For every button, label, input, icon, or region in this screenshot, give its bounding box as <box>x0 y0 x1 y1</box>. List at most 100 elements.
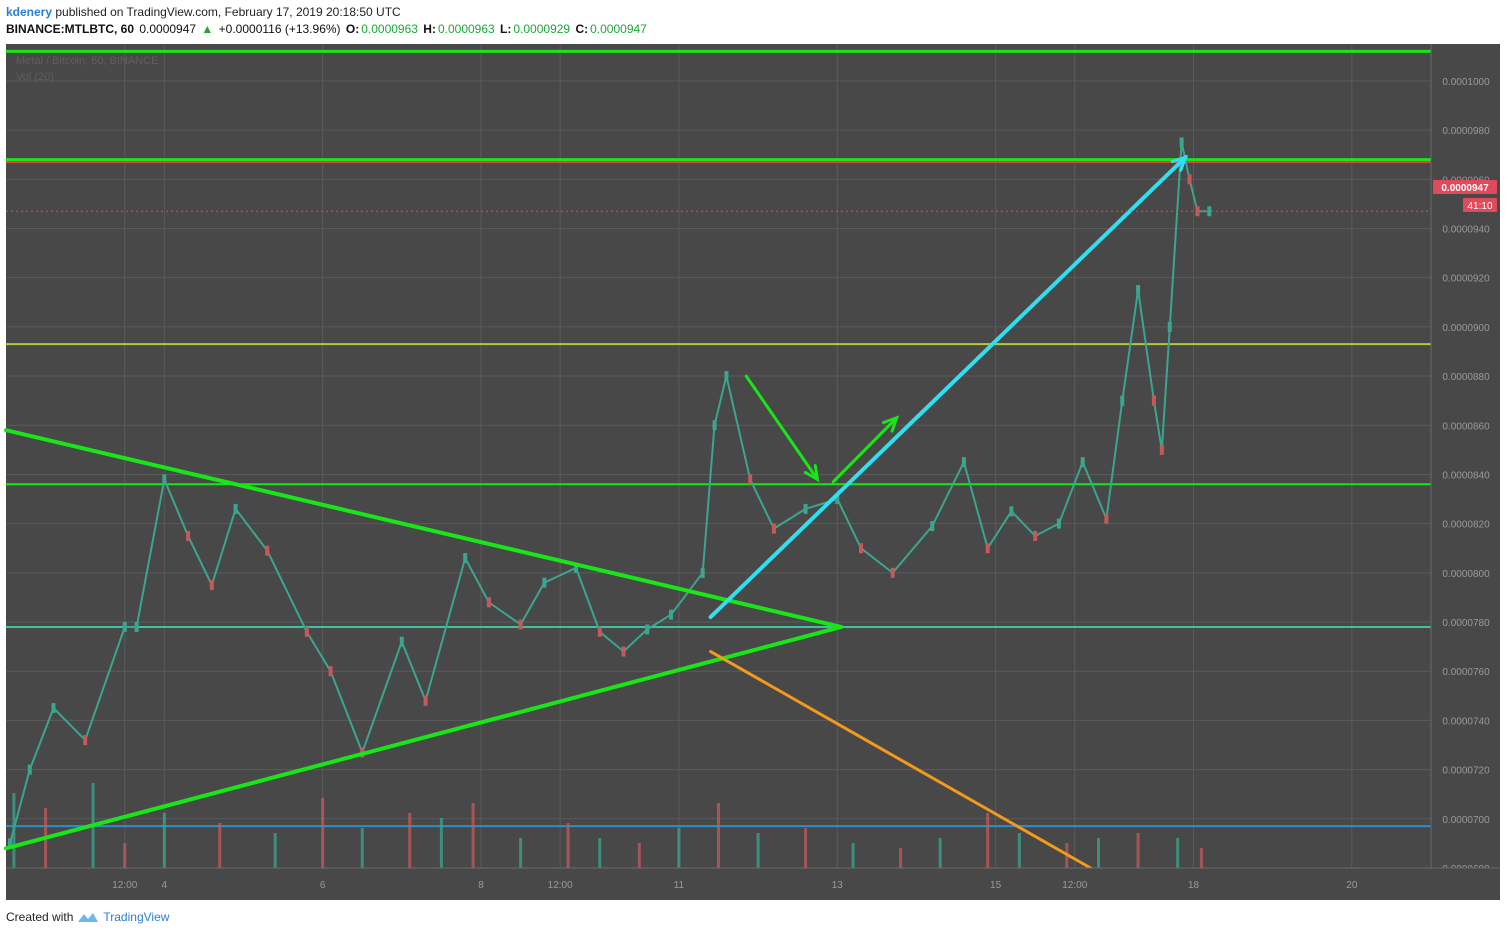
volume-bar <box>439 818 443 868</box>
symbol-bar: BINANCE:MTLBTC, 60 0.0000947 ▲ +0.000011… <box>6 22 649 36</box>
price-tick-label: 0.0000820 <box>1442 520 1490 531</box>
volume-bar <box>1176 838 1180 868</box>
price-point <box>328 666 333 677</box>
price-point <box>1080 457 1085 468</box>
green-up-arrow-head-icon <box>881 415 900 433</box>
price-change: +0.0000116 (+13.96%) <box>218 22 341 36</box>
trend-drawings <box>4 154 1431 870</box>
price-point <box>1009 506 1014 517</box>
volume-bar <box>273 833 277 868</box>
time-tick-label: 15 <box>990 880 1002 891</box>
price-tick-label: 0.0000940 <box>1442 224 1490 235</box>
volume-bar <box>123 843 127 868</box>
price-point <box>859 543 863 554</box>
volume-bar <box>598 838 602 868</box>
price-tick-label: 0.0000900 <box>1442 323 1490 334</box>
time-tick-label: 12:00 <box>548 880 573 891</box>
time-scale-ticks: 12:00 4 6 8 12:00 11 13 15 12:00 18 20 <box>112 880 1358 891</box>
price-point <box>542 577 547 588</box>
last-price-badge-value: 0.0000947 <box>1441 183 1489 194</box>
price-point <box>724 371 729 382</box>
symbol-info: BINANCE:MTLBTC, 60 <box>6 22 134 36</box>
low-label: L: <box>500 22 512 36</box>
price-point <box>186 530 191 541</box>
volume-overlay-label: Vol (20) <box>16 71 54 83</box>
price-point <box>930 521 935 532</box>
price-point <box>1104 513 1109 524</box>
price-point <box>1120 395 1125 406</box>
price-point <box>1167 321 1172 332</box>
volume-bar <box>804 828 808 868</box>
price-point <box>961 457 966 468</box>
price-point <box>27 764 32 775</box>
price-point <box>1056 518 1061 529</box>
volume-bar <box>986 813 990 868</box>
price-point <box>890 567 895 578</box>
volume-bars <box>12 783 1203 868</box>
open-label: O: <box>345 22 360 36</box>
high-value: 0.0000963 <box>437 22 495 36</box>
price-tick-label: 0.0000780 <box>1442 618 1490 629</box>
last-price-badge <box>1433 180 1497 194</box>
volume-bar <box>218 823 222 868</box>
countdown-badge <box>1463 198 1497 212</box>
volume-bar <box>471 803 475 868</box>
cyan-arrow-head-icon <box>1170 154 1189 172</box>
price-point <box>645 624 650 635</box>
volume-bar <box>566 823 570 868</box>
price-point <box>985 543 990 554</box>
cyan-breakout-arrow <box>708 155 1188 620</box>
price-scale-panel[interactable] <box>1431 44 1500 868</box>
close-value: 0.0000947 <box>590 22 647 36</box>
price-point <box>7 838 12 849</box>
price-point <box>712 420 717 431</box>
volume-bar <box>1199 848 1203 868</box>
price-point <box>122 621 127 632</box>
time-tick-label: 18 <box>1188 880 1200 891</box>
price-point <box>597 626 602 637</box>
price-point <box>1159 444 1164 455</box>
price-tick-label: 0.0000700 <box>1442 815 1490 826</box>
price-point <box>83 735 88 746</box>
last-price: 0.0000947 <box>139 22 197 36</box>
price-chart[interactable]: Metal / Bitcoin, 60, BINANCE Vol (20) 0.… <box>0 40 1508 900</box>
price-tick-label: 0.0000840 <box>1442 470 1490 481</box>
open-value: 0.0000963 <box>361 22 418 36</box>
volume-bar <box>162 813 166 868</box>
time-tick-label: 6 <box>320 880 326 891</box>
price-tick-label: 0.0001000 <box>1442 77 1490 88</box>
price-point <box>771 523 776 534</box>
price-tick-label: 0.0000980 <box>1442 126 1490 137</box>
grid <box>6 44 1431 869</box>
price-tick-label: 0.0000800 <box>1442 569 1490 580</box>
price-point <box>486 597 491 608</box>
high-label: H: <box>423 22 436 36</box>
volume-bar <box>677 828 681 868</box>
volume-bar <box>851 843 855 868</box>
price-tick-label: 0.0000740 <box>1442 716 1490 727</box>
up-arrow-icon: ▲ <box>201 22 214 36</box>
price-point <box>669 609 673 620</box>
time-tick-label: 11 <box>674 880 685 891</box>
time-tick-label: 4 <box>162 880 168 891</box>
chart-overlay-title: Metal / Bitcoin, 60, BINANCE <box>16 55 158 67</box>
created-with-text: Created with <box>6 910 74 924</box>
orange-trend-line <box>709 650 1093 870</box>
price-point <box>1179 137 1184 148</box>
price-point <box>233 503 238 514</box>
price-point <box>1187 174 1192 185</box>
time-tick-label: 12:00 <box>1062 880 1087 891</box>
green-down-arrow-head-icon <box>803 464 820 483</box>
volume-bar <box>519 838 523 868</box>
price-point <box>399 636 404 647</box>
volume-bar <box>717 803 720 868</box>
price-point <box>1151 395 1156 406</box>
time-scale-panel[interactable] <box>6 868 1500 900</box>
price-tick-label: 0.0000920 <box>1442 274 1490 285</box>
tradingview-brand-link[interactable]: TradingView <box>103 910 170 924</box>
volume-bar <box>938 838 942 868</box>
time-tick-label: 12:00 <box>112 880 137 891</box>
triangle-lower-line <box>4 624 844 851</box>
author-link[interactable]: kdenery <box>6 5 53 19</box>
green-up-arrow <box>831 416 899 484</box>
